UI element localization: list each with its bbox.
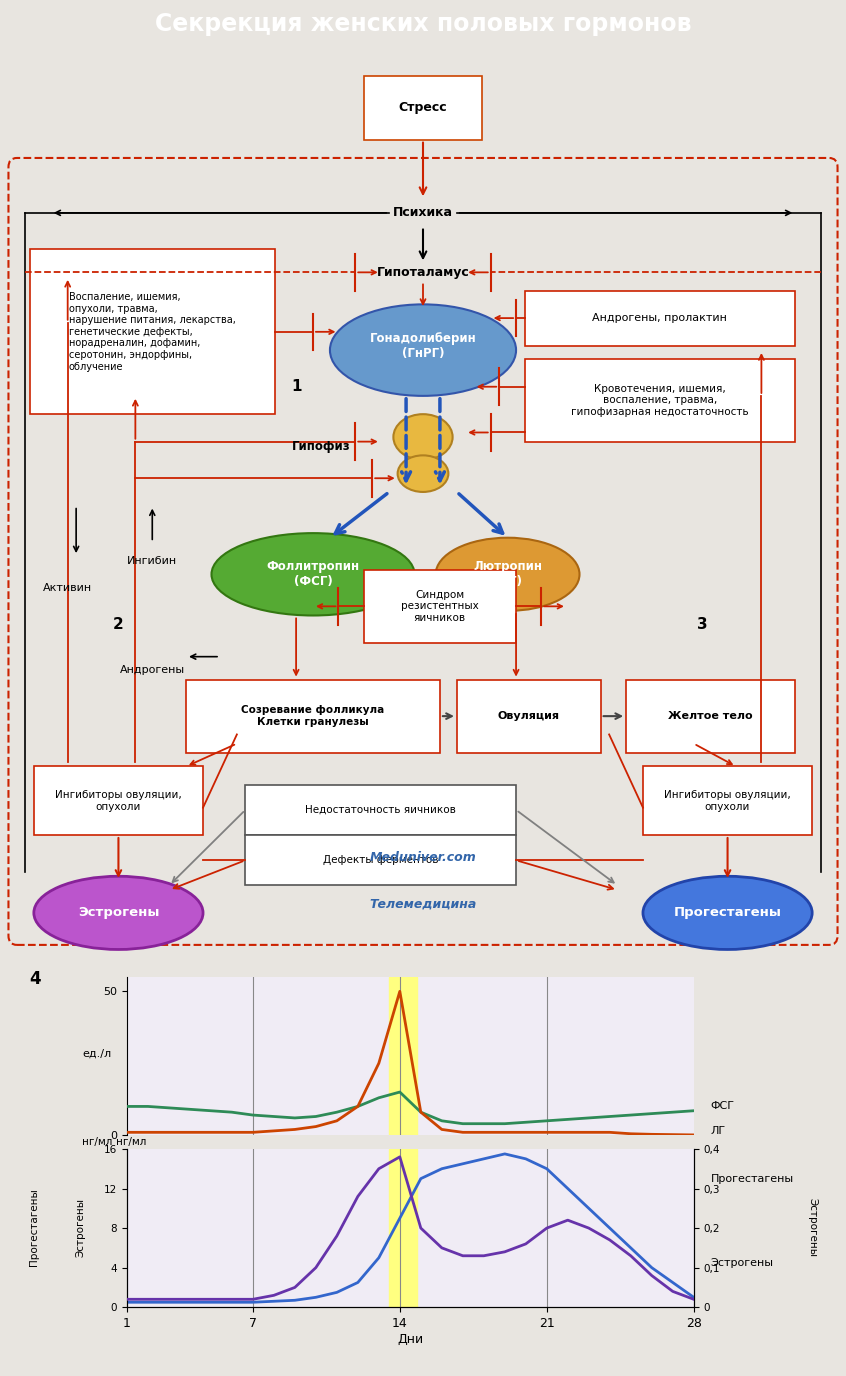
FancyBboxPatch shape — [364, 570, 516, 643]
Text: Овуляция: Овуляция — [497, 711, 560, 721]
FancyBboxPatch shape — [245, 784, 516, 835]
Text: Эстрогены: Эстрогены — [75, 1198, 85, 1256]
Text: 1: 1 — [291, 380, 301, 395]
Bar — [389, 977, 416, 1135]
Ellipse shape — [34, 877, 203, 949]
Ellipse shape — [643, 877, 812, 949]
Text: Недостаточность яичников: Недостаточность яичников — [305, 805, 456, 815]
Text: Синдром
резистентных
яичников: Синдром резистентных яичников — [401, 590, 479, 623]
FancyBboxPatch shape — [34, 766, 203, 835]
Text: нг/мл: нг/мл — [82, 1137, 113, 1146]
Bar — [389, 1149, 416, 1307]
Text: Кровотечения, ишемия,
воспаление, травма,
гипофизарная недостаточность: Кровотечения, ишемия, воспаление, травма… — [571, 384, 749, 417]
FancyBboxPatch shape — [525, 359, 795, 442]
FancyBboxPatch shape — [525, 290, 795, 345]
Ellipse shape — [393, 414, 453, 460]
Text: Эстрогены: Эстрогены — [78, 907, 159, 919]
Text: Эстрогены: Эстрогены — [711, 1258, 773, 1267]
Text: Прогестагены: Прогестагены — [711, 1174, 794, 1183]
Text: Психика: Психика — [393, 206, 453, 219]
Ellipse shape — [212, 533, 415, 615]
Text: 3: 3 — [697, 616, 707, 632]
Text: ФСГ: ФСГ — [711, 1101, 734, 1112]
Text: Желтое тело: Желтое тело — [668, 711, 753, 721]
FancyBboxPatch shape — [643, 766, 812, 835]
FancyBboxPatch shape — [186, 680, 440, 753]
Text: Прогестагены: Прогестагены — [29, 1189, 39, 1266]
Ellipse shape — [398, 455, 448, 493]
Text: Лютропин
(ЛГ): Лютропин (ЛГ) — [473, 560, 542, 589]
Text: Гонадолиберин
(ГнРГ): Гонадолиберин (ГнРГ) — [370, 332, 476, 359]
Text: Meduniver.com: Meduniver.com — [370, 852, 476, 864]
Text: Ингибин: Ингибин — [127, 556, 178, 566]
Text: Ингибиторы овуляции,
опухоли: Ингибиторы овуляции, опухоли — [55, 790, 182, 812]
Text: Телемедицина: Телемедицина — [370, 897, 476, 910]
Text: ед./л: ед./л — [83, 1049, 112, 1058]
Text: Гипоталамус: Гипоталамус — [376, 266, 470, 279]
Ellipse shape — [436, 538, 580, 611]
FancyBboxPatch shape — [30, 249, 275, 414]
Text: 4: 4 — [30, 970, 41, 988]
FancyBboxPatch shape — [626, 680, 795, 753]
Ellipse shape — [330, 304, 516, 396]
Text: ЛГ: ЛГ — [711, 1126, 726, 1135]
Text: Дефекты ферментов: Дефекты ферментов — [323, 856, 438, 866]
Text: Созревание фолликула
Клетки гранулезы: Созревание фолликула Клетки гранулезы — [241, 706, 385, 727]
Text: Прогестагены: Прогестагены — [673, 907, 782, 919]
Text: Андрогены, пролактин: Андрогены, пролактин — [592, 314, 728, 323]
Text: Андрогены: Андрогены — [120, 666, 184, 676]
Text: Активин: Активин — [43, 583, 92, 593]
X-axis label: Дни: Дни — [398, 1333, 423, 1346]
Text: Секрекция женских половых гормонов: Секрекция женских половых гормонов — [155, 12, 691, 36]
FancyBboxPatch shape — [364, 76, 482, 139]
Text: Воспаление, ишемия,
опухоли, травма,
нарушение питания, лекарства,
генетические : Воспаление, ишемия, опухоли, травма, нар… — [69, 292, 236, 372]
FancyBboxPatch shape — [457, 680, 601, 753]
Text: Стресс: Стресс — [398, 102, 448, 114]
FancyBboxPatch shape — [245, 835, 516, 885]
Text: Ингибиторы овуляции,
опухоли: Ингибиторы овуляции, опухоли — [664, 790, 791, 812]
Text: 2: 2 — [113, 616, 124, 632]
Text: Гипофиз: Гипофиз — [292, 440, 351, 453]
Text: Эстрогены: Эстрогены — [807, 1198, 817, 1256]
Text: нг/мл: нг/мл — [116, 1137, 146, 1146]
Text: Фоллитропин
(ФСГ): Фоллитропин (ФСГ) — [266, 560, 360, 589]
